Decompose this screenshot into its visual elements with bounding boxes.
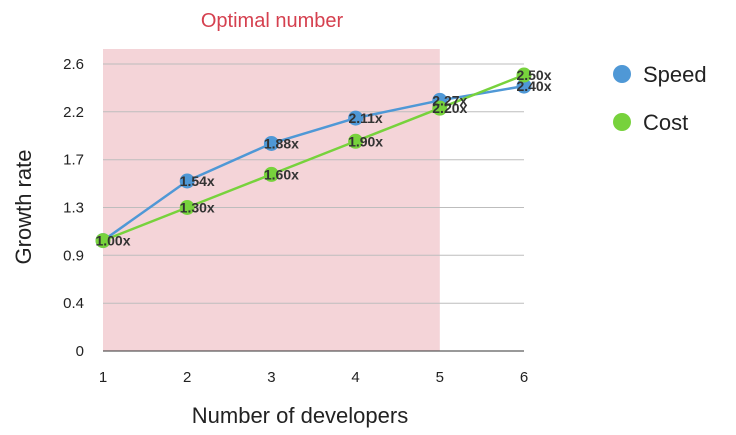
series-lines (102, 73, 525, 242)
data-label-speed: 1.54x (180, 173, 215, 189)
legend-marker-cost (613, 113, 631, 131)
series-points (95, 67, 532, 249)
y-tick-label: 1.3 (63, 200, 84, 217)
data-label-cost: 1.90x (348, 133, 383, 149)
y-tick-label: 2.6 (63, 56, 84, 73)
data-point-cost (348, 133, 364, 149)
data-point-speed (516, 78, 532, 94)
gridlines (103, 63, 524, 352)
legend-label-speed: Speed (643, 62, 707, 87)
data-label-speed: 2.27x (432, 92, 467, 108)
x-tick-label: 3 (267, 369, 275, 386)
series-line-cost (102, 73, 525, 242)
x-axis-ticks: 1 2 3 4 5 6 (99, 369, 528, 386)
y-tick-label: 0 (76, 343, 84, 360)
data-point-cost (179, 200, 195, 215)
y-tick-label: 2.2 (63, 104, 84, 121)
data-label-speed: 2.11x (348, 110, 382, 126)
x-axis-title: Number of developers (192, 403, 408, 428)
data-label-speed: 2.40x (516, 78, 551, 94)
y-tick-label: 0.4 (63, 295, 84, 312)
optimal-region-band (103, 49, 440, 351)
data-label-cost: 2.20x (432, 100, 467, 116)
data-label-cost: 1.30x (180, 200, 215, 216)
data-point-speed (263, 135, 279, 151)
highlight-region (103, 49, 440, 351)
data-point-cost (95, 233, 111, 249)
legend: Speed Cost (613, 62, 707, 135)
y-axis-title: Growth rate (11, 150, 36, 265)
data-point-speed (348, 110, 364, 126)
legend-label-cost: Cost (643, 110, 688, 135)
x-tick-label: 4 (351, 369, 359, 386)
x-tick-label: 5 (436, 369, 444, 386)
data-label-cost: 2.50x (516, 67, 551, 83)
legend-marker-speed (613, 65, 631, 83)
data-label-speed: 1.88x (264, 135, 299, 151)
y-tick-label: 0.9 (63, 247, 84, 264)
x-tick-label: 2 (183, 369, 191, 386)
data-label-cost: 1.60x (264, 166, 299, 182)
y-axis-ticks: 0 0.4 0.9 1.3 1.7 2.2 2.6 (63, 56, 84, 360)
x-tick-label: 6 (520, 369, 528, 386)
x-tick-label: 1 (99, 369, 107, 386)
series-line-speed (102, 84, 525, 242)
data-point-speed (179, 173, 195, 189)
region-title: Optimal number (201, 10, 344, 32)
data-labels: 1.00x 1.54x 1.88x 2.11x 2.27x 2.40x 1.30x 1.60x… (95, 67, 551, 249)
data-label-speed: 1.00x (95, 233, 130, 249)
data-point-cost (263, 166, 279, 182)
y-tick-label: 1.7 (63, 152, 84, 169)
data-point-cost (432, 100, 448, 116)
data-point-cost (516, 67, 532, 83)
